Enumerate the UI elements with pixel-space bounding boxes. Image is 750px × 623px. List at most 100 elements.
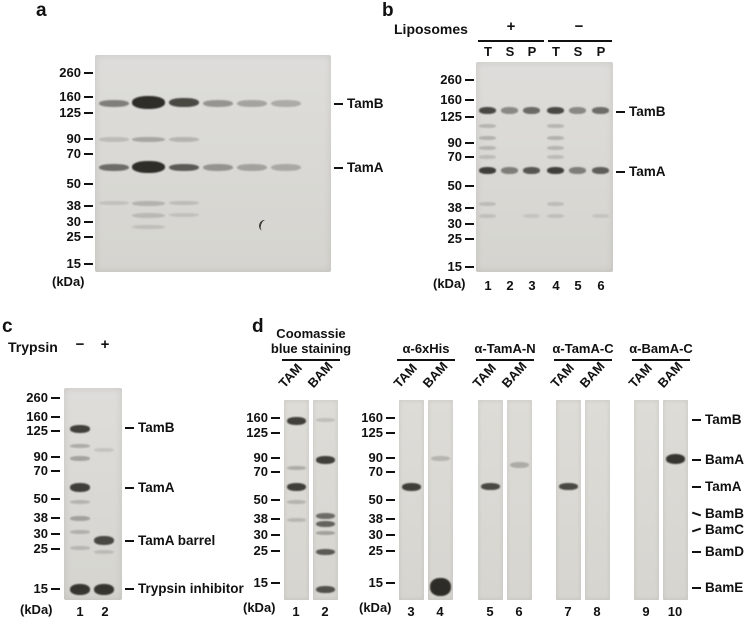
gel-band (316, 456, 335, 464)
blot-lane-8 (585, 400, 610, 600)
gel-band (666, 454, 685, 464)
lane-label-tam: TAM (469, 360, 499, 391)
gel-band (316, 531, 335, 535)
mw-marker: 25 (349, 544, 395, 558)
gel-band (70, 483, 90, 492)
gel-band (479, 107, 496, 114)
gel-band (592, 107, 609, 114)
blot-lane-6 (507, 400, 532, 600)
gel-band (501, 107, 518, 114)
mw-marker: 15 (234, 576, 280, 590)
gel-band (510, 462, 529, 468)
mw-marker: 15 (428, 260, 474, 274)
mw-marker-value: 90 (447, 135, 462, 150)
mw-marker-value: 30 (33, 526, 48, 541)
blot-lane-5 (478, 400, 503, 600)
band-tick (334, 167, 343, 169)
mw-marker-value: 125 (361, 425, 383, 440)
mw-marker-value: 90 (33, 449, 48, 464)
gel-band (559, 483, 578, 490)
lane-number: 5 (574, 278, 582, 293)
panel-d-letter: d (252, 316, 264, 337)
mw-marker-value: 25 (368, 543, 383, 558)
lane-number: 1 (484, 278, 492, 293)
lane-number: 2 (506, 278, 514, 293)
gel-band (547, 107, 564, 114)
lane-number: 4 (552, 278, 560, 293)
mw-marker: 125 (14, 424, 60, 438)
lane-number: 3 (528, 278, 536, 293)
gel-band (479, 146, 496, 150)
mw-marker: 15 (14, 582, 60, 596)
marker-tick (386, 499, 395, 501)
mw-marker-value: 50 (368, 492, 383, 507)
trypsin-label: Trypsin (8, 339, 58, 355)
marker-tick (51, 416, 60, 418)
lane-number: 2 (101, 604, 109, 619)
marker-tick (386, 471, 395, 473)
gel-band (316, 513, 335, 519)
lane-label-bam: BAM (654, 358, 686, 391)
marker-tick (465, 79, 474, 81)
gel-band (592, 167, 609, 174)
marker-tick (465, 223, 474, 225)
liposomes-label: Liposomes (394, 21, 468, 37)
kda-unit: (kDa) (359, 600, 392, 615)
marker-tick (386, 582, 395, 584)
band-tick (125, 487, 134, 489)
lane-label-tam: TAM (275, 360, 305, 391)
gel-band (479, 136, 496, 140)
mw-marker-value: 260 (440, 72, 462, 87)
gel-band (70, 516, 90, 521)
mw-marker: 50 (428, 179, 474, 193)
gel-band (287, 417, 306, 425)
mw-marker: 70 (349, 465, 395, 479)
band-tick (125, 427, 134, 429)
marker-tick (51, 588, 60, 590)
gel-band (501, 167, 518, 174)
mw-marker: 38 (428, 201, 474, 215)
band-tick (125, 540, 134, 542)
marker-tick (51, 548, 60, 550)
mw-marker-value: 125 (440, 109, 462, 124)
mw-marker-value: 90 (368, 450, 383, 465)
mw-marker: 25 (234, 544, 280, 558)
band-tick (692, 486, 701, 488)
mw-marker-value: 125 (59, 105, 81, 120)
lane-number: 1 (76, 604, 84, 619)
band-label-tama: TamA (616, 165, 666, 179)
mw-marker: 90 (14, 450, 60, 464)
trypsin-minus-sign: − (75, 336, 85, 353)
gel-band (523, 167, 540, 174)
mw-marker: 38 (234, 512, 280, 526)
lane-number: 5 (486, 604, 494, 619)
mw-marker-value: 15 (447, 259, 462, 274)
gel-band (547, 146, 564, 150)
group-underline (632, 359, 690, 361)
gel-band (169, 137, 199, 142)
gel-band (169, 98, 199, 107)
band-tick (692, 587, 701, 589)
trypsin-plus-sign: + (100, 336, 110, 353)
lane-header: S (573, 44, 583, 59)
lane-label-tam: TAM (547, 360, 577, 391)
kda-unit: (kDa) (433, 276, 466, 291)
lane-number: 3 (407, 604, 415, 619)
marker-tick (51, 456, 60, 458)
gel-band (287, 466, 306, 470)
band-label-tamb: TamB (125, 421, 175, 435)
gel-band (169, 164, 199, 171)
marker-tick (386, 518, 395, 520)
mw-marker: 30 (428, 217, 474, 231)
gel-band (547, 214, 564, 218)
mw-marker: 160 (349, 411, 395, 425)
lane-header: S (505, 44, 515, 59)
marker-tick (51, 498, 60, 500)
mw-marker-value: 125 (246, 425, 268, 440)
gel-band (94, 550, 114, 554)
marker-tick (465, 207, 474, 209)
mw-marker: 260 (14, 391, 60, 405)
marker-tick (271, 457, 280, 459)
mw-marker-value: 38 (253, 511, 268, 526)
gel-band (237, 164, 267, 171)
